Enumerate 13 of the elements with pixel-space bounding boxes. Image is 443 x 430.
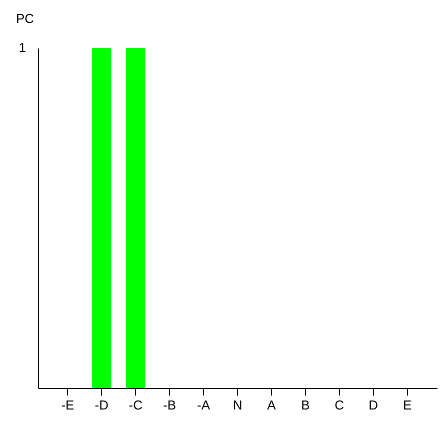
- x-tick-label: B: [301, 398, 310, 412]
- text: 1: [18, 40, 26, 55]
- x-tick-label: -A: [197, 398, 210, 412]
- x-tick-label: C: [334, 398, 344, 412]
- x-tick-label: N: [232, 398, 242, 412]
- x-tick-label: -B: [163, 398, 176, 412]
- x-tick-label: -E: [61, 398, 75, 412]
- y-axis-title: PC: [16, 11, 34, 26]
- x-tick-label: D: [368, 398, 378, 412]
- x-tick-label: E: [402, 398, 412, 412]
- x-tick-label: -C: [128, 398, 142, 412]
- x-tick-label: -D: [94, 398, 109, 412]
- x-tick-label: A: [267, 398, 276, 412]
